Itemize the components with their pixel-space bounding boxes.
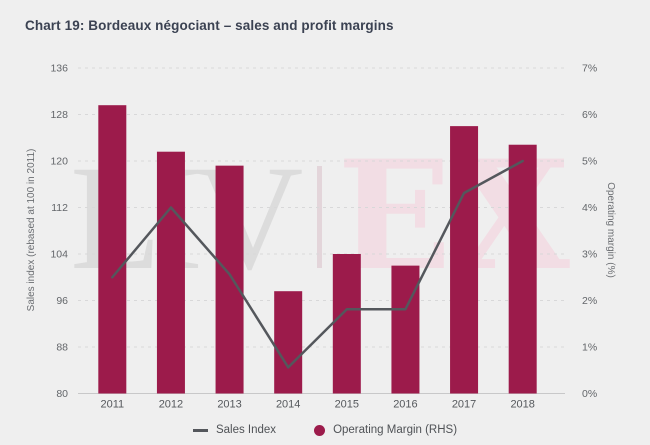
watermark-separator-bar (317, 166, 323, 268)
right-axis-tick-6%: 6% (582, 109, 597, 121)
bar-2011 (98, 105, 127, 394)
bar-2017 (450, 126, 479, 394)
bar-2016 (391, 265, 420, 394)
bar-2018 (508, 144, 537, 394)
x-label-2013: 2013 (217, 399, 241, 411)
right-axis-tick-3%: 3% (582, 249, 597, 261)
right-axis-tick-4%: 4% (582, 202, 597, 214)
x-label-2012: 2012 (159, 399, 183, 411)
right-axis-tick-1%: 1% (582, 342, 597, 354)
right-axis-tick-7%: 7% (582, 63, 597, 75)
right-axis-tick-5%: 5% (582, 156, 597, 168)
right-axis-tick-2%: 2% (582, 295, 597, 307)
left-axis-tick-96: 96 (56, 295, 68, 307)
legend-operating-margin-label: Operating Margin (RHS) (333, 424, 458, 436)
legend-sales-index: Sales Index (192, 424, 277, 436)
left-axis-tick-136: 136 (50, 63, 68, 75)
sales-index-line-swatch (192, 428, 208, 432)
bar-2015 (332, 254, 361, 394)
left-axis-tick-80: 80 (56, 388, 68, 400)
right-axis-title: Operating margin (%) (605, 182, 616, 278)
x-label-2018: 2018 (510, 399, 534, 411)
chart-legend: Sales Index Operating Margin (RHS) (0, 424, 650, 436)
left-axis-tick-112: 112 (51, 202, 68, 214)
legend-sales-index-label: Sales Index (215, 424, 277, 436)
x-label-2016: 2016 (393, 399, 417, 411)
left-axis-title: Sales index (rebased at 100 in 2011) (26, 149, 37, 312)
left-axis-tick-88: 88 (56, 342, 68, 354)
operating-margin-dot-swatch (314, 424, 326, 436)
x-label-2015: 2015 (335, 399, 359, 411)
right-axis-tick-0%: 0% (582, 388, 597, 400)
x-label-2011: 2011 (100, 399, 124, 411)
x-label-2017: 2017 (452, 399, 476, 411)
bar-2014 (274, 291, 303, 394)
left-axis-tick-128: 128 (50, 109, 68, 121)
bar-2012 (156, 151, 185, 394)
chart-title: Chart 19: Bordeaux négociant – sales and… (25, 18, 394, 33)
left-axis-tick-120: 120 (50, 156, 68, 168)
x-label-2014: 2014 (276, 399, 300, 411)
bar-2013 (215, 165, 244, 394)
sales-index-line (111, 159, 524, 369)
legend-operating-margin: Operating Margin (RHS) (314, 424, 457, 436)
left-axis-tick-104: 104 (50, 249, 68, 261)
